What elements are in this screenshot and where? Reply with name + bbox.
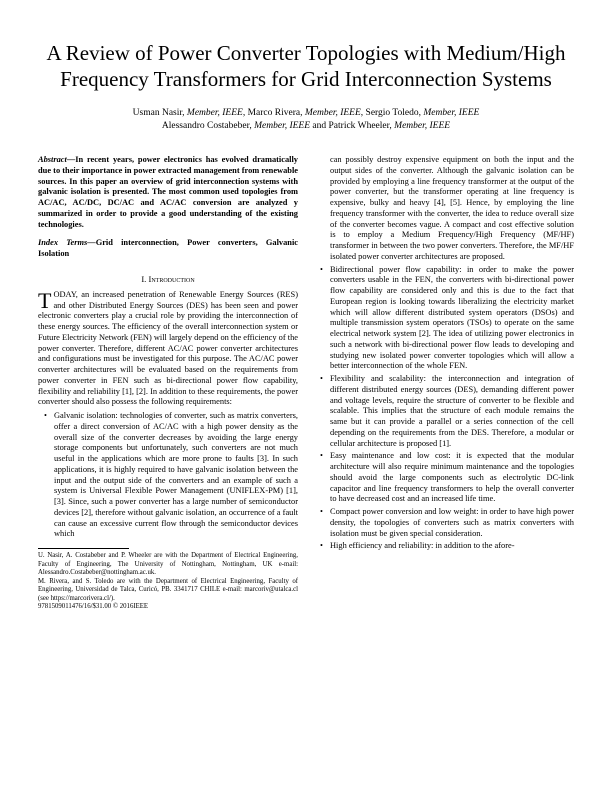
- requirements-list-left: Galvanic isolation: technologies of conv…: [38, 411, 298, 540]
- dropcap-letter: T: [38, 290, 53, 310]
- abstract-text: In recent years, power electronics has e…: [38, 155, 298, 229]
- intro-paragraph: TODAY, an increased penetration of Renew…: [38, 290, 298, 408]
- requirements-list-right: Bidirectional power flow capability: in …: [314, 265, 574, 553]
- bullet-maintenance: Easy maintenance and low cost: it is exp…: [324, 451, 574, 505]
- right-column: can possibly destroy expensive equipment…: [314, 155, 574, 611]
- index-terms-block: Index Terms—Grid interconnection, Power …: [38, 238, 298, 260]
- footnote-copyright: 9781509011476/16/$31.00 © 2016IEEE: [38, 603, 298, 611]
- bullet-galvanic-isolation: Galvanic isolation: technologies of conv…: [48, 411, 298, 540]
- abstract-block: Abstract—In recent years, power electron…: [38, 155, 298, 230]
- bullet-efficiency: High efficiency and reliability: in addi…: [324, 541, 574, 552]
- footnote-2: M. Rivera, and S. Toledo are with the De…: [38, 578, 298, 603]
- footnote-1: U. Nasir, A. Costabeber and P. Wheeler a…: [38, 552, 298, 577]
- paper-title: A Review of Power Converter Topologies w…: [38, 40, 574, 93]
- bullet-galvanic-continuation: can possibly destroy expensive equipment…: [314, 155, 574, 263]
- bullet-compact: Compact power conversion and low weight:…: [324, 507, 574, 539]
- bullet-bidirectional: Bidirectional power flow capability: in …: [324, 265, 574, 373]
- authors-line-1: Usman Nasir, Member, IEEE, Marco Rivera,…: [38, 107, 574, 120]
- footnote-rule: [38, 548, 129, 549]
- authors-line-2: Alessandro Costabeber, Member, IEEE and …: [38, 120, 574, 133]
- two-column-body: Abstract—In recent years, power electron…: [38, 155, 574, 611]
- left-column: Abstract—In recent years, power electron…: [38, 155, 298, 611]
- authors-block: Usman Nasir, Member, IEEE, Marco Rivera,…: [38, 107, 574, 134]
- abstract-label: Abstract—: [38, 155, 75, 164]
- intro-text: ODAY, an increased penetration of Renewa…: [38, 290, 298, 407]
- bullet-flexibility: Flexibility and scalability: the interco…: [324, 374, 574, 449]
- index-terms-label: Index Terms—: [38, 238, 96, 247]
- section-1-heading: I. Introduction: [38, 274, 298, 285]
